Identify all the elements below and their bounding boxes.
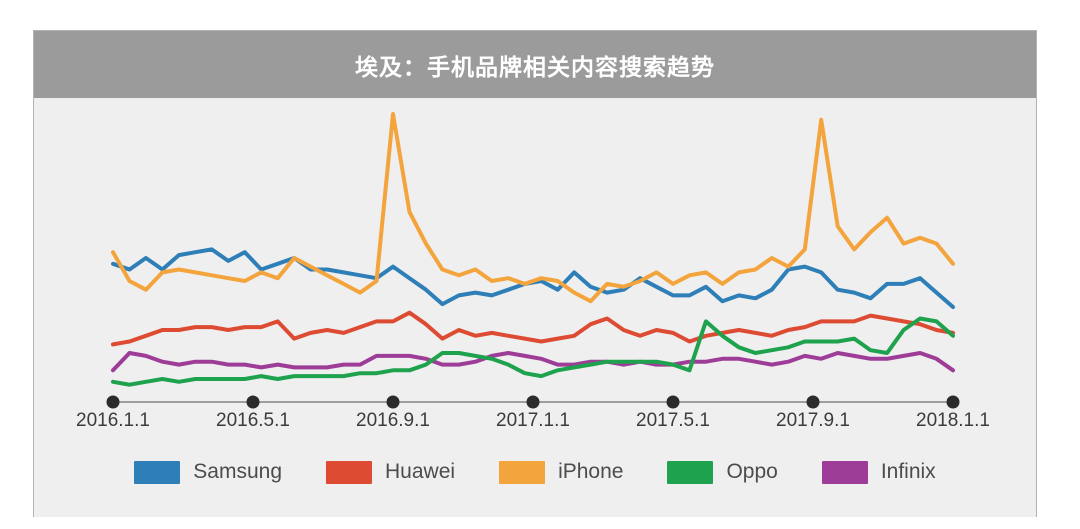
x-tick-label: 2016.1.1 [76, 410, 150, 431]
axis-tick-dot [246, 395, 260, 409]
x-tick-label: 2016.5.1 [216, 410, 290, 431]
chart-body: 2016.1.1 2016.5.1 2016.9.1 2017.1.1 2017.5.1… [34, 98, 1036, 517]
series-line-huawei [111, 310, 955, 347]
axis-tick-dot [386, 395, 400, 409]
axis-tick-dot [946, 395, 960, 409]
x-tick-label: 2017.9.1 [776, 410, 850, 431]
axis-tick-dot [526, 395, 540, 409]
chart-title-bar: 埃及：手机品牌相关内容搜索趋势 [34, 31, 1036, 98]
legend-swatch-huawei [326, 460, 373, 484]
chart-legend: Samsung Huawei iPhone Oppo Infinix [34, 460, 1036, 484]
line-chart [106, 112, 960, 409]
x-axis-labels: 2016.1.1 2016.5.1 2016.9.1 2017.1.1 2017.5.1… [34, 410, 1036, 434]
axis-tick-dot [806, 395, 820, 409]
legend-swatch-infinix [821, 460, 868, 484]
axis-tick-dot [666, 395, 680, 409]
series-line-infinix [111, 351, 955, 373]
x-tick-label: 2017.1.1 [496, 410, 570, 431]
legend-label: Oppo [726, 460, 778, 483]
chart-title: 埃及：手机品牌相关内容搜索趋势 [355, 53, 715, 80]
trend-chart-card: 埃及：手机品牌相关内容搜索趋势 2016.1.1 2016.5.1 2016.9.1… [33, 30, 1037, 517]
legend-swatch-samsung [134, 460, 181, 484]
x-tick-label: 2018.1.1 [916, 410, 990, 431]
legend-label: Huawei [385, 460, 456, 483]
legend-item-iphone: iPhone [499, 460, 623, 484]
x-tick-label: 2016.9.1 [356, 410, 430, 431]
x-tick-label: 2017.5.1 [636, 410, 710, 431]
legend-label: iPhone [558, 460, 624, 483]
legend-label: Infinix [880, 460, 936, 483]
legend-item-oppo: Oppo [667, 460, 778, 484]
legend-swatch-oppo [667, 460, 714, 484]
legend-item-huawei: Huawei [326, 460, 455, 484]
legend-item-infinix: Infinix [821, 460, 936, 484]
legend-item-samsung: Samsung [134, 460, 282, 484]
legend-label: Samsung [193, 460, 283, 483]
series-line-oppo [111, 316, 955, 387]
series-line-iphone [111, 112, 955, 304]
legend-swatch-iphone [499, 460, 546, 484]
axis-tick-dot [106, 395, 120, 409]
